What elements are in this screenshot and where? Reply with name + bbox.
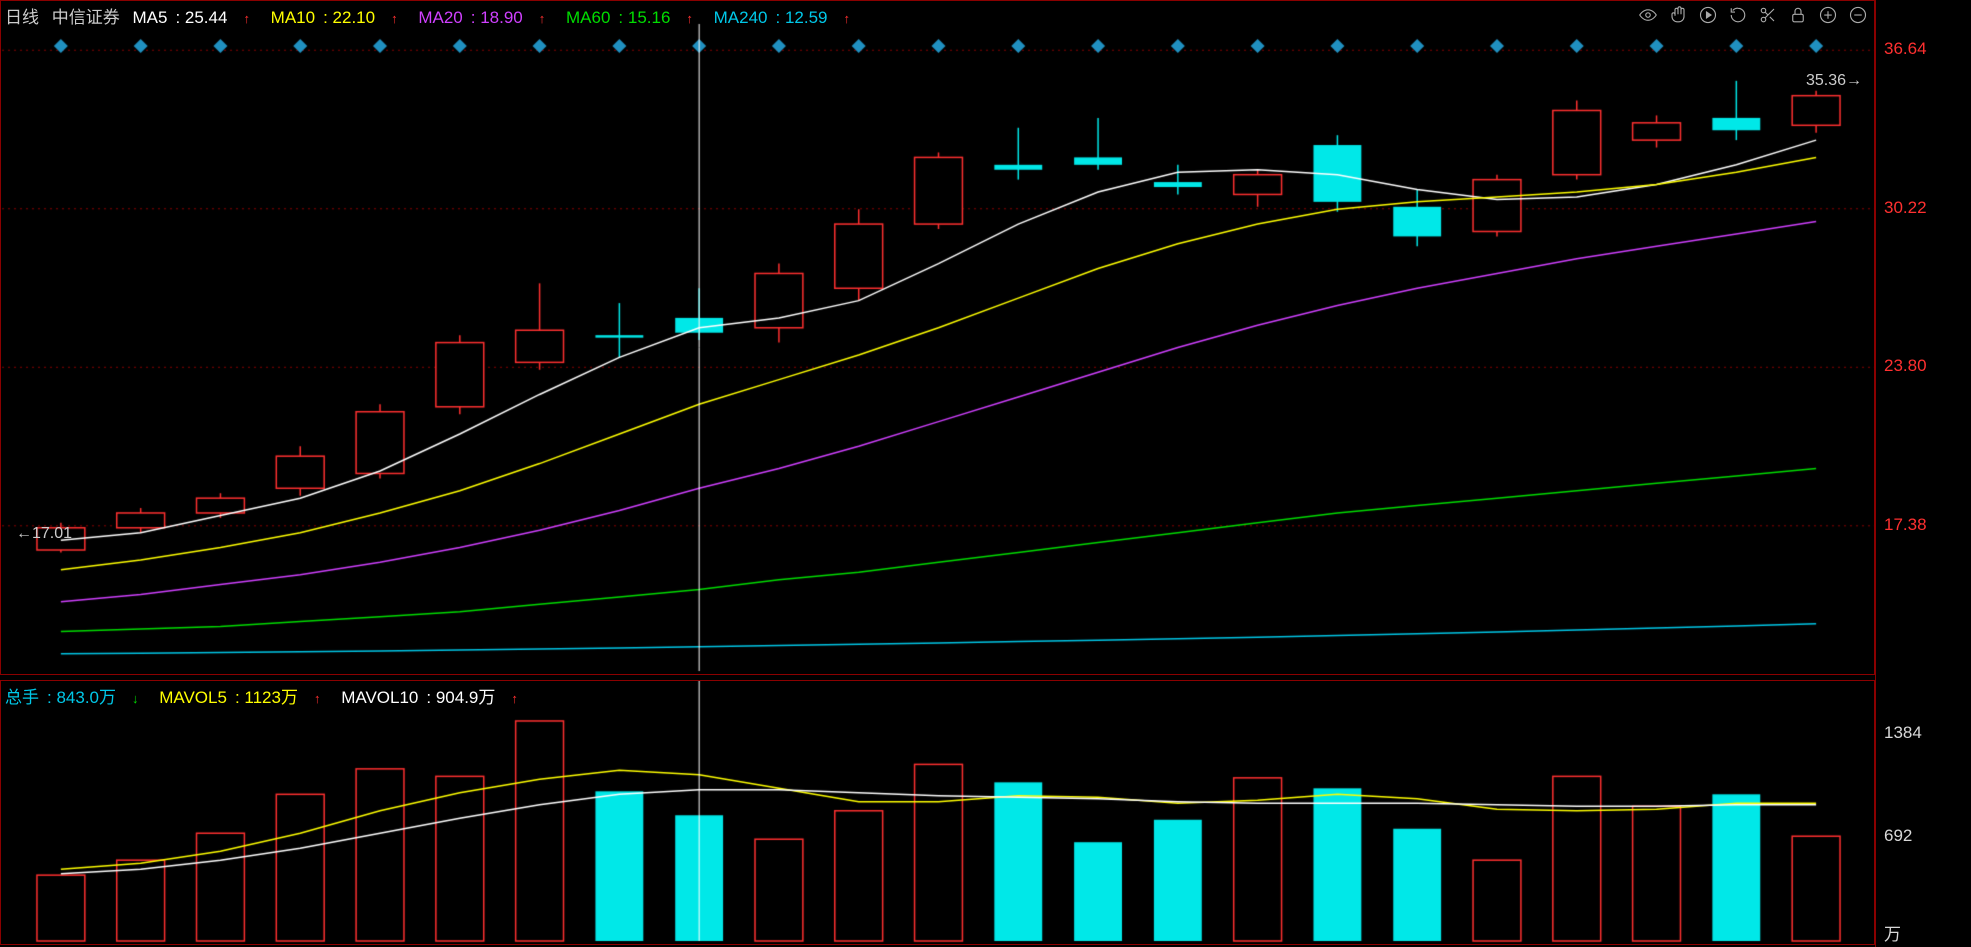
vol-axis-tick: 692 [1884,826,1966,846]
mavol10-label: MAVOL10: 904.9万↑ [341,688,526,707]
ma5-label: MA5: 25.44↑ [132,8,257,27]
vol-axis-tick: 1384 [1884,723,1966,743]
volume-panel[interactable]: 总手: 843.0万↓ MAVOL5: 1123万↑ MAVOL10: 904.… [0,680,1875,945]
stock-chart-root: 日线 中信证券 MA5: 25.44↑ MA10: 22.10↑ MA20: 1… [0,0,1971,947]
y-axis-panel: 36.64 30.22 23.80 17.38 1384 692 万 [1875,0,1970,947]
price-axis-tick: 23.80 [1884,356,1966,376]
undo-icon[interactable] [1728,5,1748,25]
price-header: 日线 中信证券 MA5: 25.44↑ MA10: 22.10↑ MA20: 1… [5,3,866,28]
ma60-label: MA60: 15.16↑ [566,8,701,27]
vol-total-label: 总手: 843.0万↓ [5,688,147,707]
ma20-label: MA20: 18.90↑ [418,8,553,27]
price-panel[interactable]: 日线 中信证券 MA5: 25.44↑ MA10: 22.10↑ MA20: 1… [0,0,1875,675]
scissors-icon[interactable] [1758,5,1778,25]
volume-canvas[interactable] [1,681,1876,946]
price-axis-tick: 30.22 [1884,198,1966,218]
ma240-label: MA240: 12.59↑ [714,8,858,27]
price-axis-tick: 17.38 [1884,515,1966,535]
volume-header: 总手: 843.0万↓ MAVOL5: 1123万↑ MAVOL10: 904.… [5,683,534,708]
play-icon[interactable] [1698,5,1718,25]
ma10-label: MA10: 22.10↑ [271,8,406,27]
hand-icon[interactable] [1668,5,1688,25]
minus-icon[interactable] [1848,5,1868,25]
timeframe-label: 日线 [5,8,39,27]
stock-name: 中信证券 [52,8,120,27]
plus-icon[interactable] [1818,5,1838,25]
vol-axis-unit: 万 [1884,920,1966,945]
eye-icon[interactable] [1638,5,1658,25]
chart-toolbar [1638,5,1868,25]
price-canvas[interactable] [1,1,1876,676]
price-axis-tick: 36.64 [1884,39,1966,59]
mavol5-label: MAVOL5: 1123万↑ [159,688,328,707]
lock-icon[interactable] [1788,5,1808,25]
